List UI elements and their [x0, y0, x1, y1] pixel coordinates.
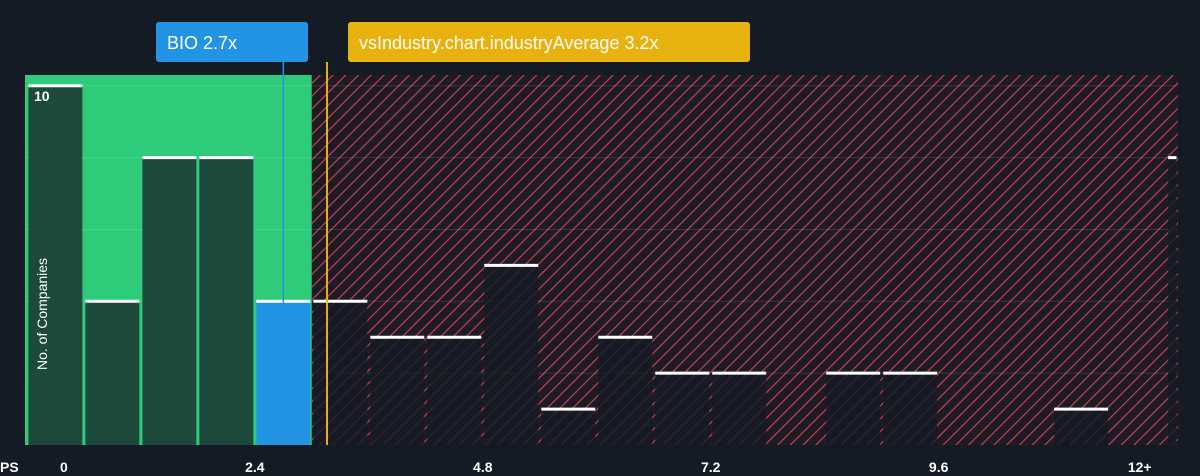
x-tick-label: 7.2	[701, 459, 721, 475]
histogram-bar	[883, 373, 938, 445]
histogram-bar	[826, 373, 881, 445]
histogram-bar	[427, 337, 482, 445]
x-axis-label: PS	[0, 459, 19, 475]
histogram-bar	[1168, 157, 1177, 446]
histogram-bar	[85, 301, 140, 445]
histogram-bar	[598, 337, 653, 445]
y-axis-label: No. of Companies	[34, 258, 50, 370]
histogram-bar	[484, 265, 539, 445]
histogram-bar	[313, 301, 368, 445]
x-tick-label: 0	[60, 459, 68, 475]
histogram-bar	[28, 85, 83, 445]
company-callout-box	[156, 22, 308, 62]
histogram-bar	[655, 373, 710, 445]
histogram-bar	[712, 373, 767, 445]
histogram-bar	[199, 157, 254, 446]
histogram-bar	[370, 337, 425, 445]
x-tick-label: 9.6	[929, 459, 949, 475]
industry-average-callout-box	[348, 22, 750, 62]
x-tick-label: 4.8	[473, 459, 493, 475]
x-tick-label: 2.4	[245, 459, 265, 475]
company-callout-label: BIO 2.7x	[167, 33, 237, 53]
histogram-bar	[1054, 409, 1109, 445]
x-tick-label: 12+	[1128, 459, 1152, 475]
histogram-bar	[142, 157, 197, 446]
industry-average-callout-label: vsIndustry.chart.industryAverage 3.2x	[359, 33, 658, 53]
histogram-bar	[541, 409, 596, 445]
y-tick-label: 10	[34, 88, 50, 104]
